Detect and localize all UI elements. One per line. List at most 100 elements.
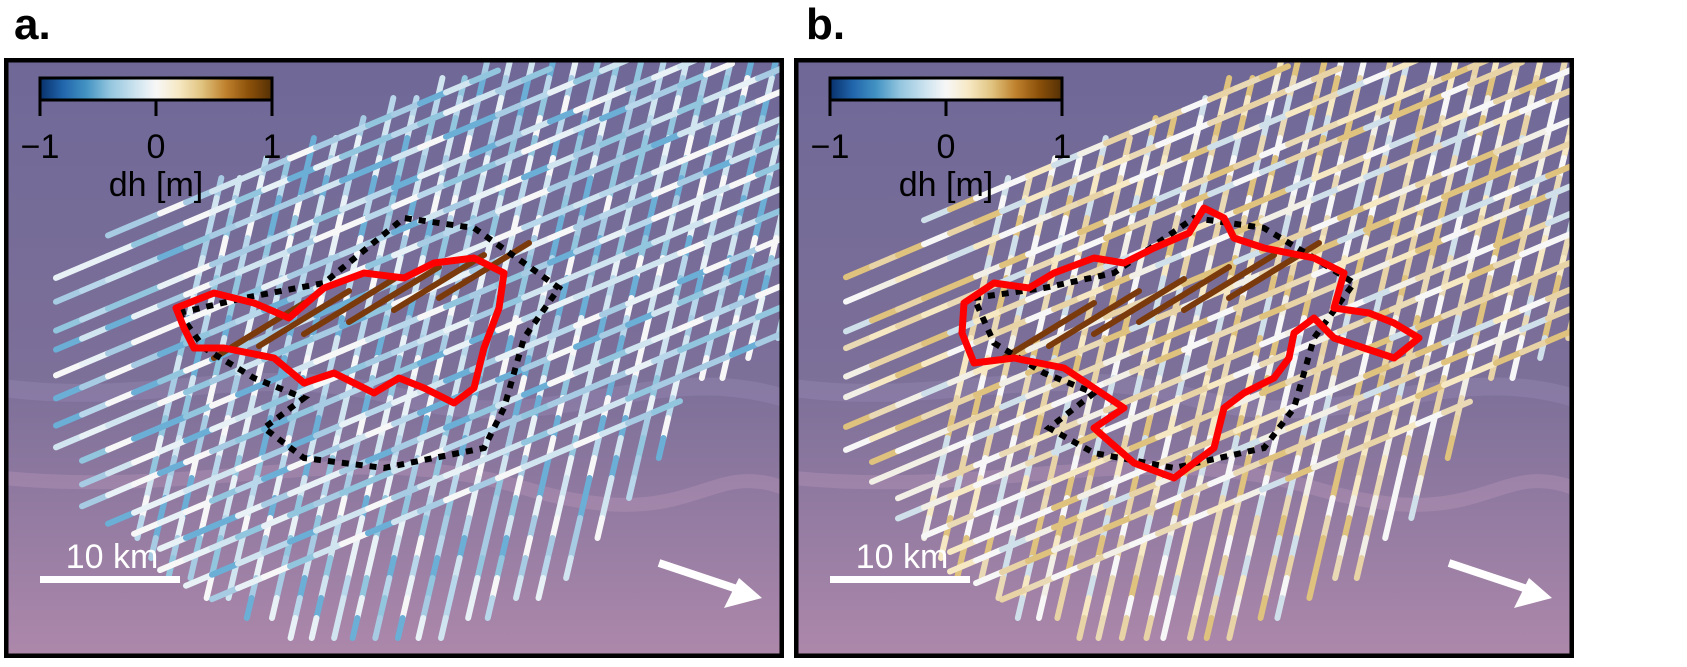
track-segment	[895, 241, 927, 259]
track-segment	[921, 425, 953, 443]
track-segment	[1051, 151, 1083, 169]
track-segment	[947, 434, 979, 452]
track-segment	[183, 261, 215, 279]
track-segment	[183, 476, 215, 494]
track-segment	[999, 489, 1031, 507]
track-segment	[895, 340, 927, 358]
track-segment	[999, 197, 1031, 215]
track-segment	[1179, 255, 1191, 281]
track-segment	[677, 267, 709, 285]
track-segment	[313, 393, 345, 411]
track-segment	[518, 175, 529, 201]
track-segment	[1001, 300, 1097, 361]
track-segment	[413, 535, 425, 561]
track-segment	[339, 195, 371, 213]
track-segment	[391, 100, 423, 118]
track-segment	[1415, 382, 1447, 400]
track-segment	[424, 215, 436, 241]
colorbar-tick-max: 1	[1053, 128, 1072, 166]
track-segment	[1162, 535, 1173, 561]
track-segment	[997, 475, 1008, 501]
track-segment	[1285, 175, 1317, 193]
track-segment	[335, 595, 347, 621]
track-segment	[536, 475, 548, 501]
track-segment	[253, 555, 264, 581]
track-segment	[287, 404, 319, 422]
track-segment	[869, 372, 901, 390]
track-segment	[469, 402, 501, 420]
track-segment	[1311, 328, 1343, 346]
track-segment	[1280, 495, 1292, 521]
track-segment	[1519, 97, 1551, 115]
track-segment	[417, 472, 449, 490]
track-segment	[376, 235, 387, 261]
track-segment	[443, 435, 475, 453]
track-segment	[365, 468, 397, 486]
track-segment	[1077, 525, 1109, 543]
track-segment	[495, 316, 527, 334]
track-segment	[1467, 70, 1499, 88]
track-segment	[131, 519, 163, 537]
track-segment	[665, 115, 677, 141]
track-segment	[1301, 295, 1312, 321]
track-segment	[287, 285, 319, 303]
track-segment	[573, 191, 605, 209]
track-segment	[1255, 395, 1266, 421]
track-segment	[1077, 140, 1109, 158]
track-segment	[1415, 193, 1447, 211]
track-segment	[843, 263, 875, 281]
track-segment	[417, 349, 449, 367]
track-segment	[1389, 420, 1421, 438]
track-segment	[625, 74, 657, 92]
track-segment	[1028, 535, 1040, 561]
track-segment	[157, 340, 189, 358]
track-segment	[1433, 295, 1445, 321]
track-segment	[363, 555, 375, 581]
track-segment	[1441, 205, 1473, 223]
track-segment	[1227, 515, 1238, 541]
track-segment	[1155, 202, 1187, 220]
track-segment	[1262, 575, 1273, 601]
track-segment	[1100, 595, 1111, 621]
track-segment	[999, 268, 1031, 286]
track-segment	[365, 420, 397, 438]
track-segment	[895, 390, 927, 408]
track-segment	[1285, 100, 1317, 118]
track-segment	[495, 365, 527, 383]
track-segment	[1426, 415, 1438, 441]
track-segment	[973, 569, 1005, 587]
altimetry-tracks	[53, 61, 781, 641]
track-segment	[1196, 575, 1208, 601]
track-segment	[1341, 515, 1353, 541]
track-segment	[438, 515, 450, 541]
track-segment	[999, 221, 1031, 239]
track-segment	[209, 367, 241, 385]
track-segment	[1051, 175, 1083, 193]
track-segment	[339, 214, 371, 232]
track-segment	[209, 221, 241, 239]
track-segment	[404, 575, 415, 601]
track-segment	[1493, 306, 1525, 324]
track-segment	[417, 181, 449, 199]
track-segment	[1181, 144, 1213, 162]
track-segment	[547, 322, 579, 340]
track-segment	[494, 555, 505, 581]
track-segment	[256, 288, 352, 349]
track-segment	[1259, 302, 1291, 320]
track-segment	[1233, 98, 1265, 116]
track-segment	[1449, 415, 1461, 441]
track-segment	[79, 252, 111, 270]
track-segment	[209, 465, 241, 483]
track-segment	[625, 261, 657, 279]
track-segment	[1169, 575, 1181, 601]
track-segment	[1437, 195, 1449, 221]
track-segment	[469, 575, 481, 601]
track-segment	[544, 535, 556, 561]
track-segment	[417, 89, 449, 107]
track-segment	[1181, 363, 1213, 381]
track-segment	[973, 262, 1005, 280]
track-segment	[391, 252, 487, 313]
track-segment	[235, 549, 267, 567]
track-segment	[355, 415, 367, 441]
dashed-lake-outline	[173, 214, 564, 472]
